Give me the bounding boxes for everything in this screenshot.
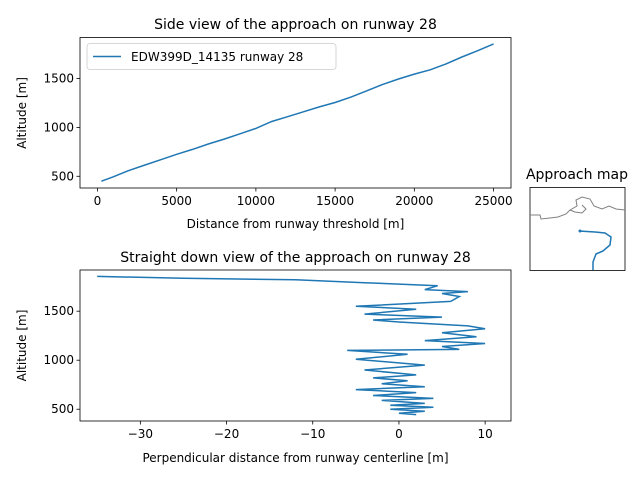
side-view-chart: Side view of the approach on runway 28 0…: [15, 17, 513, 231]
chart1-axes-frame: [79, 37, 512, 189]
x-tick-label: 25000: [474, 194, 512, 208]
x-tick-label: 0: [395, 427, 403, 441]
y-tick-label: 500: [51, 169, 74, 183]
x-tick-label: −20: [214, 427, 239, 441]
x-tick-label: 20000: [395, 194, 433, 208]
chart1-title: Side view of the approach on runway 28: [154, 17, 437, 33]
approach-track: [578, 230, 612, 270]
map-frame: [529, 187, 626, 271]
y-tick-label: 1500: [43, 304, 74, 318]
chart1-legend: EDW399D_14135 runway 28: [86, 43, 337, 70]
chart2-series-line: [97, 275, 486, 416]
chart2-xlabel: Perpendicular distance from runway cente…: [142, 451, 448, 465]
chart1-series-line: [101, 43, 494, 182]
legend-entry: EDW399D_14135 runway 28: [131, 50, 303, 64]
x-tick-label: 15000: [316, 194, 354, 208]
x-tick-label: 0: [94, 194, 102, 208]
approach-map: Approach map: [526, 167, 628, 271]
coastline-inlet: [569, 204, 587, 214]
chart1-xlabel: Distance from runway threshold [m]: [187, 217, 405, 231]
chart2-axes-frame: [79, 269, 512, 422]
chart1-ylabel: Altitude [m]: [15, 77, 29, 149]
chart2-ylabel: Altitude [m]: [15, 310, 29, 382]
coastline-upper: [530, 196, 626, 220]
legend-box: [86, 43, 337, 70]
map-title: Approach map: [526, 167, 628, 183]
y-tick-label: 500: [51, 402, 74, 416]
chart2-title: Straight down view of the approach on ru…: [120, 250, 471, 266]
runway-marker: [578, 229, 582, 233]
y-tick-label: 1000: [43, 120, 74, 134]
x-tick-label: −10: [300, 427, 325, 441]
y-tick-label: 1000: [43, 353, 74, 367]
y-tick-label: 1500: [43, 72, 74, 86]
x-tick-label: 10000: [237, 194, 275, 208]
x-tick-label: 10: [477, 427, 492, 441]
x-tick-label: −30: [128, 427, 153, 441]
x-tick-label: 5000: [161, 194, 192, 208]
down-view-chart: Straight down view of the approach on ru…: [15, 250, 512, 465]
